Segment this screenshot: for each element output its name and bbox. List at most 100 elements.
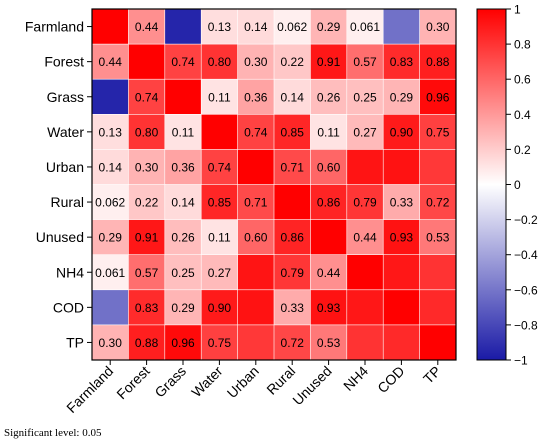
x-tick-label: Urban bbox=[224, 363, 262, 401]
heatmap-cell bbox=[128, 254, 166, 291]
heatmap-cell bbox=[310, 149, 348, 186]
cell-value-label: 0.14 bbox=[281, 90, 305, 104]
heatmap-cell bbox=[200, 114, 239, 151]
y-tick-label: Water bbox=[47, 124, 84, 140]
cell-value-label: 0.36 bbox=[244, 90, 268, 104]
colorbar-tick-label: −0.4 bbox=[514, 248, 538, 262]
colorbar-tick-label: 0.6 bbox=[514, 73, 531, 87]
y-tick-label: Urban bbox=[46, 159, 84, 175]
heatmap-cell bbox=[237, 324, 275, 361]
heatmap-cell bbox=[273, 149, 312, 186]
heatmap-cell bbox=[200, 289, 239, 326]
cell-value-label: 0.22 bbox=[135, 196, 159, 210]
heatmap-cell bbox=[346, 43, 384, 80]
heatmap-cell bbox=[273, 254, 312, 291]
heatmap-cell bbox=[200, 254, 239, 291]
x-tick-label: Water bbox=[188, 363, 226, 401]
x-tick-label: Grass bbox=[151, 363, 189, 401]
x-tick-label: Farmland bbox=[63, 363, 116, 416]
cell-value-label: 0.11 bbox=[208, 231, 231, 245]
cell-value-label: 0.14 bbox=[171, 196, 195, 210]
cell-value-label: 0.74 bbox=[135, 90, 159, 104]
cell-value-label: 0.25 bbox=[171, 266, 195, 280]
heatmap-cell bbox=[346, 289, 384, 326]
cell-value-label: 0.36 bbox=[171, 160, 195, 174]
heatmap-cell bbox=[128, 8, 166, 45]
cell-value-label: 0.79 bbox=[353, 196, 377, 210]
heatmap-cell bbox=[419, 43, 457, 80]
heatmap-cell bbox=[164, 254, 202, 291]
heatmap-cell bbox=[346, 254, 384, 291]
cell-value-label: 0.74 bbox=[171, 55, 195, 69]
cell-value-label: 0.96 bbox=[426, 90, 450, 104]
cell-value-label: 0.30 bbox=[135, 160, 159, 174]
x-tick-label: COD bbox=[374, 363, 407, 396]
heatmap-cell bbox=[310, 324, 348, 361]
heatmap-cell bbox=[237, 149, 275, 186]
heatmap-cell bbox=[382, 324, 421, 361]
heatmap-cell bbox=[273, 8, 312, 45]
colorbar-tick-label: −0.6 bbox=[514, 283, 538, 297]
heatmap-cell bbox=[419, 149, 457, 186]
heatmap-cell bbox=[419, 324, 457, 361]
cell-value-label: 0.26 bbox=[317, 90, 341, 104]
y-tick-label: Forest bbox=[44, 54, 84, 70]
heatmap-cell bbox=[273, 184, 312, 221]
y-tick-label: Unused bbox=[36, 229, 84, 245]
cell-value-label: 0.30 bbox=[426, 20, 450, 34]
colorbar-tick-label: −1 bbox=[514, 354, 528, 368]
x-tick-label: Forest bbox=[113, 363, 152, 402]
cell-value-label: 0.71 bbox=[244, 196, 268, 210]
heatmap-cell bbox=[382, 184, 421, 221]
heatmap-cell bbox=[382, 43, 421, 80]
heatmap-cell bbox=[91, 219, 130, 256]
cell-value-label: 0.26 bbox=[171, 231, 195, 245]
cell-value-label: 0.27 bbox=[353, 125, 377, 139]
colorbar bbox=[476, 8, 507, 361]
correlation-heatmap: 0.44 0.13 0.14 0.062 0.29 0.061 0.30 0.44 0.74 0.… bbox=[25, 3, 538, 416]
heatmap-cell bbox=[382, 78, 421, 115]
cell-value-label: 0.93 bbox=[317, 301, 341, 315]
cell-value-label: 0.91 bbox=[317, 55, 341, 69]
heatmap-cell bbox=[91, 78, 130, 115]
heatmap-cell bbox=[346, 149, 384, 186]
heatmap-cell bbox=[382, 289, 421, 326]
colorbar-tick-label: 0 bbox=[514, 178, 521, 192]
heatmap-cell bbox=[91, 184, 130, 221]
cell-value-label: 0.44 bbox=[135, 20, 159, 34]
heatmap-cell bbox=[91, 289, 130, 326]
heatmap-cell bbox=[346, 78, 384, 115]
heatmap-frame bbox=[91, 8, 457, 361]
cell-value-label: 0.11 bbox=[317, 125, 340, 139]
cell-value-label: 0.44 bbox=[317, 266, 341, 280]
cell-value-label: 0.93 bbox=[390, 231, 414, 245]
heatmap-cell bbox=[128, 149, 166, 186]
cell-value-label: 0.60 bbox=[244, 231, 268, 245]
cell-value-label: 0.88 bbox=[426, 55, 450, 69]
cell-value-label: 0.33 bbox=[390, 196, 414, 210]
cell-value-label: 0.83 bbox=[135, 301, 159, 315]
heatmap-cell bbox=[91, 114, 130, 151]
colorbar-tick-label: −0.8 bbox=[514, 318, 538, 332]
heatmap-cell bbox=[346, 324, 384, 361]
cell-value-label: 0.14 bbox=[99, 160, 123, 174]
heatmap-cell bbox=[273, 114, 312, 151]
heatmap-cell bbox=[237, 254, 275, 291]
heatmap-cell bbox=[128, 43, 166, 80]
heatmap-cell bbox=[382, 254, 421, 291]
y-tick-label: TP bbox=[66, 334, 84, 350]
heatmap-cell bbox=[200, 324, 239, 361]
heatmap-cell bbox=[91, 8, 130, 45]
colorbar-tick-label: 1 bbox=[514, 3, 521, 17]
cell-value-label: 0.53 bbox=[426, 231, 450, 245]
x-tick-label: NH4 bbox=[340, 363, 371, 394]
cell-value-label: 0.14 bbox=[244, 20, 268, 34]
heatmap-cell bbox=[382, 219, 421, 256]
cell-value-label: 0.062 bbox=[95, 196, 125, 210]
cell-value-label: 0.44 bbox=[99, 55, 123, 69]
heatmap-cell bbox=[419, 254, 457, 291]
cell-value-label: 0.061 bbox=[350, 20, 380, 34]
cell-value-label: 0.13 bbox=[208, 20, 232, 34]
cell-value-label: 0.061 bbox=[95, 266, 125, 280]
cell-value-label: 0.29 bbox=[317, 20, 341, 34]
